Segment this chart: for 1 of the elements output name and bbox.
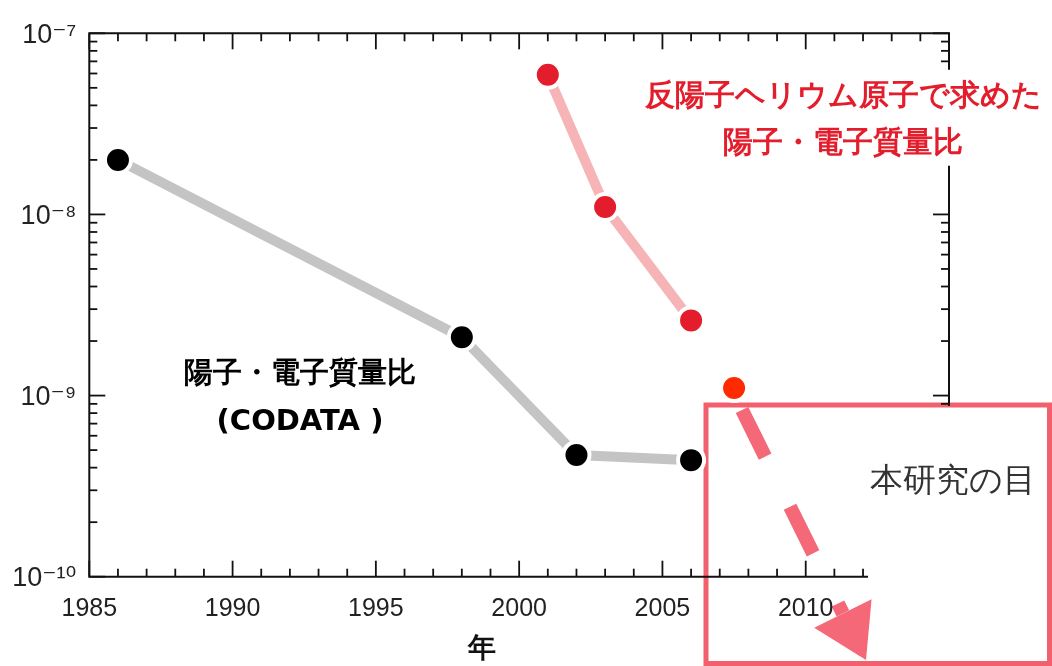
annotation: 本研究の目 <box>870 459 1036 499</box>
